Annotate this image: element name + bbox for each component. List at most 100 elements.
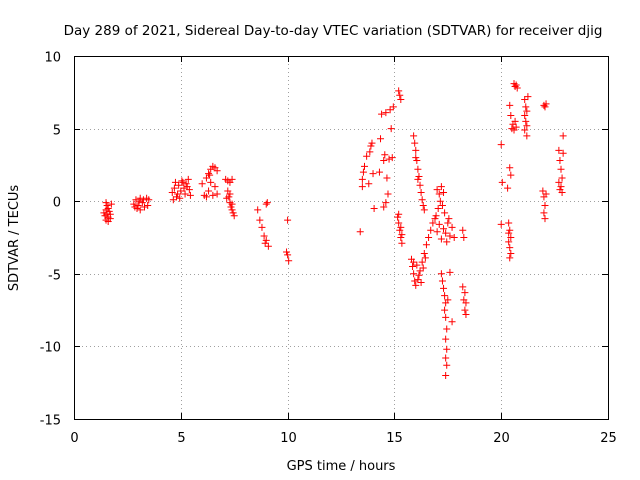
data-point (444, 296, 452, 304)
data-point (505, 219, 513, 227)
data-point (437, 183, 445, 191)
data-point (416, 267, 424, 275)
data-point (513, 84, 521, 92)
data-point (436, 197, 444, 205)
data-point (102, 199, 110, 207)
data-point (396, 91, 404, 99)
data-point (521, 112, 529, 120)
plot-frame (74, 56, 609, 420)
data-point (415, 271, 423, 279)
data-point (385, 155, 393, 163)
data-point (441, 209, 449, 217)
data-point (540, 209, 548, 217)
y-tick-label: 5 (53, 124, 61, 139)
data-point (434, 204, 442, 212)
data-point (506, 254, 514, 262)
data-point (555, 146, 563, 154)
data-point (416, 181, 424, 189)
data-point (427, 226, 435, 234)
data-point (507, 249, 515, 257)
data-point (521, 96, 529, 104)
data-point (130, 200, 138, 208)
data-point (432, 212, 440, 220)
data-point (173, 193, 181, 201)
data-point (387, 125, 395, 133)
data-point (420, 249, 428, 257)
data-point (523, 132, 531, 140)
data-point (356, 228, 364, 236)
data-point (414, 165, 422, 173)
data-point (448, 223, 456, 231)
data-point (367, 142, 375, 150)
data-point (498, 178, 506, 186)
data-point (229, 209, 237, 217)
data-point (461, 289, 469, 297)
data-point (412, 146, 420, 154)
data-point (228, 200, 236, 208)
data-point (181, 190, 189, 198)
data-point (205, 170, 213, 178)
data-point (425, 234, 433, 241)
data-point (386, 106, 394, 114)
data-point (383, 174, 391, 182)
data-point (418, 258, 426, 266)
data-point (443, 345, 451, 353)
data-point (395, 219, 403, 227)
data-point (375, 168, 383, 176)
data-point (506, 164, 514, 172)
data-point (182, 180, 190, 188)
data-point (522, 103, 530, 111)
data-point (506, 101, 514, 109)
data-point (140, 203, 148, 211)
data-point (256, 216, 264, 224)
data-point (559, 132, 567, 140)
data-point (198, 180, 206, 188)
x-tick-label: 10 (280, 431, 297, 446)
data-point (380, 203, 388, 211)
data-point (441, 292, 449, 300)
data-point (174, 190, 182, 198)
data-point (442, 354, 450, 362)
data-point (134, 202, 142, 210)
data-point (184, 175, 192, 183)
data-point (213, 190, 221, 198)
data-point (433, 228, 441, 236)
data-point (443, 325, 451, 333)
data-point (136, 194, 144, 202)
data-point (412, 154, 420, 162)
data-point (541, 103, 549, 111)
data-point (438, 277, 446, 285)
data-point (442, 313, 450, 321)
data-point (559, 149, 567, 157)
data-point (366, 148, 374, 156)
data-point (417, 188, 425, 196)
data-point (227, 203, 235, 211)
data-point (522, 117, 530, 125)
y-tick-label: -15 (40, 414, 61, 429)
data-point (175, 181, 183, 189)
data-point (262, 236, 270, 244)
data-point (445, 215, 453, 223)
data-point (358, 183, 366, 191)
data-point (262, 200, 270, 208)
data-point (440, 284, 448, 292)
data-point (413, 157, 421, 165)
chart-title: Day 289 of 2021, Sidereal Day-to-day VTE… (64, 23, 603, 39)
data-point (284, 251, 292, 259)
data-point (254, 206, 262, 214)
data-point (211, 183, 219, 191)
y-tick-label: 10 (44, 51, 61, 66)
axis-ticks (74, 56, 609, 420)
data-point (395, 210, 403, 218)
data-point (170, 184, 178, 192)
data-point (382, 199, 390, 207)
data-point (557, 165, 565, 173)
data-point (230, 212, 238, 220)
data-point (171, 178, 179, 186)
data-point (435, 190, 443, 198)
data-point (228, 175, 236, 183)
data-point (178, 177, 186, 185)
data-point (524, 93, 532, 101)
data-point (202, 174, 210, 182)
